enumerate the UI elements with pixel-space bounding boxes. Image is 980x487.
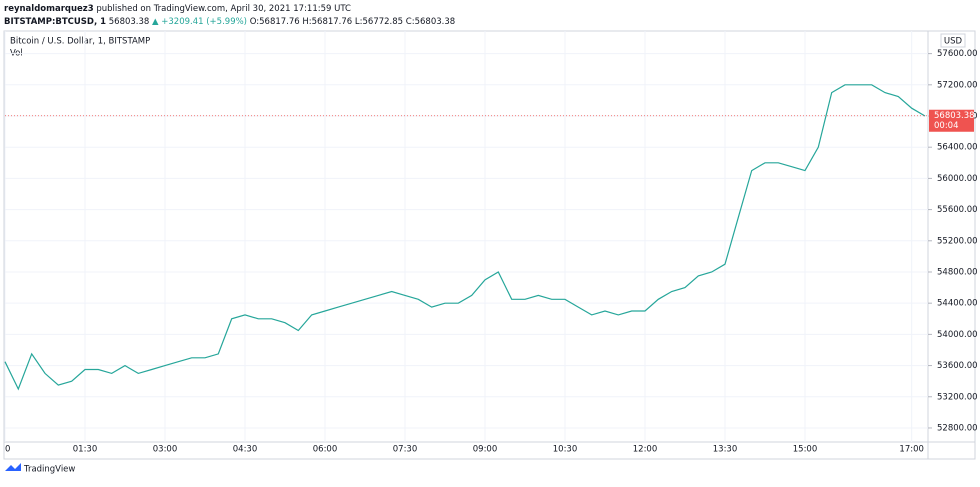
y-tick-label: 54000.00 — [937, 330, 978, 340]
price-line — [4, 84, 926, 391]
high: H:56817.76 — [302, 17, 352, 27]
y-tick-label: 55200.00 — [937, 236, 978, 246]
x-tick-label: 0 — [5, 445, 10, 455]
last-price-box — [929, 109, 974, 132]
open: O:56817.76 — [250, 17, 300, 27]
x-tick-label: 06:00 — [313, 445, 338, 455]
author: reynaldomarquez3 — [4, 4, 94, 14]
x-tick-label: 03:00 — [153, 445, 178, 455]
published: published on TradingView.com, April 30, … — [96, 4, 351, 14]
y-tick-label: 54400.00 — [937, 299, 978, 309]
x-tick-label: 10:30 — [553, 445, 578, 455]
currency: USD — [944, 37, 963, 47]
last: 56803.38 — [109, 17, 150, 27]
x-tick-label: 01:30 — [73, 445, 98, 455]
x-tick-label: 15:00 — [793, 445, 818, 455]
y-tick-label: 53200.00 — [937, 392, 978, 402]
last-price-label: 56803.38 — [934, 111, 975, 121]
plot: 52800.00 53200.00 53600.00 54000.00 54400.00… — [4, 31, 978, 455]
change: ▲ +3209.41 (+5.99%) — [152, 17, 247, 27]
x-tick-label: 17:00 — [899, 445, 924, 455]
y-tick-label: 57200.00 — [937, 80, 978, 90]
y-tick-label: 52800.00 — [937, 423, 978, 433]
x-tick-label: 13:30 — [713, 445, 738, 455]
y-tick-label: 53600.00 — [937, 361, 978, 371]
x-tick-label: 12:00 — [633, 445, 658, 455]
logo — [5, 463, 21, 471]
frame — [3, 30, 976, 460]
y-tick-label: 55600.00 — [937, 205, 978, 215]
low: L:56772.85 — [355, 17, 403, 27]
x-tick-label: 04:30 — [233, 445, 258, 455]
x-tick-label: 07:30 — [393, 445, 418, 455]
countdown: 00:04 — [934, 121, 959, 131]
header-line: reynaldomarquez3 published on TradingVie… — [4, 4, 351, 14]
symbol: BITSTAMP:BTCUSD, 1 — [4, 17, 106, 27]
y-tick-label: 54800.00 — [937, 267, 978, 277]
y-tick-label: 56000.00 — [937, 174, 978, 184]
currency-box — [940, 33, 966, 48]
close: C:56803.38 — [406, 17, 455, 27]
y-tick-label: 56400.00 — [937, 143, 978, 153]
chart-title: Bitcoin / U.S. Dollar, 1, BITSTAMP — [10, 37, 150, 47]
symbol-line: BITSTAMP:BTCUSD, 1 56803.38 ▲ +3209.41 (… — [4, 17, 455, 27]
y-tick-label: 57600.00 — [937, 49, 978, 59]
brand: TradingView — [23, 465, 75, 475]
x-tick-label: 09:00 — [473, 445, 498, 455]
